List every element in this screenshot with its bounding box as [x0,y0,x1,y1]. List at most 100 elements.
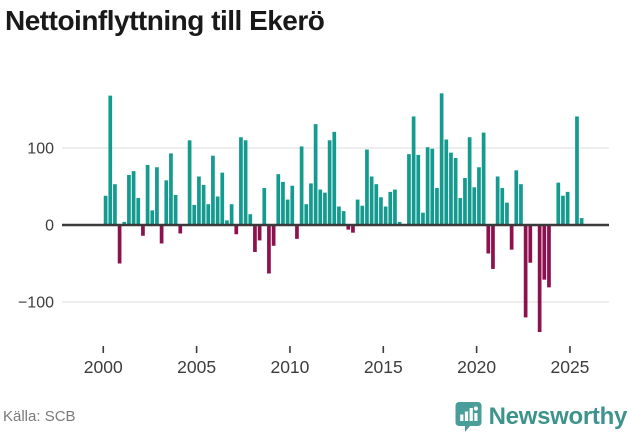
quarter-bar [500,188,505,225]
quarter-bar [281,181,285,225]
logo-bar-medium [464,411,468,421]
quarter-bar [192,204,197,225]
quarter-bar [285,199,290,225]
logo-exclamation-dot [473,406,478,411]
quarter-bar [178,225,183,234]
quarter-bar [234,225,239,235]
quarter-bar [206,204,211,225]
quarter-bar [131,171,136,225]
quarter-bar [561,195,565,225]
quarter-bar [481,132,486,225]
quarter-bar [579,218,584,225]
quarter-bar [383,206,388,225]
quarter-bar [309,183,313,225]
quarter-bar [439,93,444,225]
quarter-bar [211,155,215,225]
quarter-bar [444,139,449,225]
y-tick-label: −100 [18,295,54,312]
quarter-bar [505,202,509,225]
quarter-bar [220,172,225,225]
quarter-bar [318,189,323,225]
page-title: Nettoinflyttning till Ekerö [5,5,325,36]
quarter-bar [472,187,477,225]
quarter-bar [239,137,243,225]
quarter-bar [495,176,500,225]
quarter-bar [528,225,533,263]
quarter-bar [523,225,528,318]
quarter-bar [169,153,173,225]
quarter-bar [243,140,248,225]
quarter-bar [323,192,327,225]
quarter-bar [197,176,201,225]
quarter-bar [113,184,117,225]
quarter-bar [127,174,131,225]
quarter-bar [267,225,271,274]
quarter-bar [388,191,393,225]
y-tick-label: 0 [45,218,54,235]
quarter-bar [257,225,262,241]
quarter-bar [229,204,234,225]
quarter-bar [248,214,253,225]
quarter-bar [537,225,542,333]
quarter-bar [276,174,281,225]
x-tick-label: 2020 [457,357,496,377]
x-tick-label: 2000 [84,357,123,377]
quarter-bar [509,225,514,250]
quarter-bar [407,154,411,225]
quarter-bar [295,225,299,239]
quarter-bar [369,176,374,225]
quarter-bar [425,147,430,225]
quarter-bar [486,225,491,254]
quarter-bar [299,146,304,225]
logo-bar-tall [469,408,473,421]
quarter-bar [290,185,295,225]
quarter-bar [477,167,481,225]
quarter-bar [463,178,467,225]
quarter-bar [453,158,458,225]
quarter-bar [150,210,155,225]
quarter-bar [155,167,159,225]
quarter-bar [397,221,402,225]
quarter-bar [341,211,346,225]
quarter-bar [449,152,453,225]
quarter-bar [271,225,276,246]
quarter-bar [103,195,108,225]
quarter-bar [145,164,150,225]
newsworthy-logo-icon [455,402,482,432]
quarter-bar [253,225,257,252]
quarter-bar [346,225,351,230]
quarter-bar [514,170,519,225]
brand-name: Newsworthy [488,403,628,430]
quarter-bar [117,225,122,264]
quarter-bar [304,204,309,225]
quarter-bar [416,154,421,225]
quarter-bar [108,95,113,225]
quarter-bar [337,206,341,225]
quarter-bar [491,225,495,269]
quarter-bar [458,198,463,225]
quarter-bar [332,131,337,225]
source-credit: Källa: SCB [3,408,76,425]
quarter-bar [164,180,169,225]
quarter-bar [411,116,416,225]
bar-series [103,93,584,333]
quarter-bar [430,148,435,225]
quarter-bar [159,225,164,244]
x-tick-label: 2015 [364,357,403,377]
quarter-bar [136,198,141,225]
quarter-bar [225,220,229,225]
quarter-bar [365,149,369,225]
y-axis-tick-labels: 100 0 −100 [18,141,54,312]
quarter-bar [565,191,570,225]
quarter-bar [173,194,178,225]
quarter-bar [215,196,220,225]
quarter-bar [141,225,145,236]
quarter-bar [519,184,523,225]
quarter-bar [360,205,365,225]
quarter-bar [187,140,192,225]
newsworthy-brand[interactable]: Newsworthy [455,401,627,433]
x-tick-label: 2025 [550,357,589,377]
y-tick-label: 100 [27,141,54,158]
x-axis-tick-labels: 2000 2005 2010 2015 2020 2025 [84,346,589,377]
